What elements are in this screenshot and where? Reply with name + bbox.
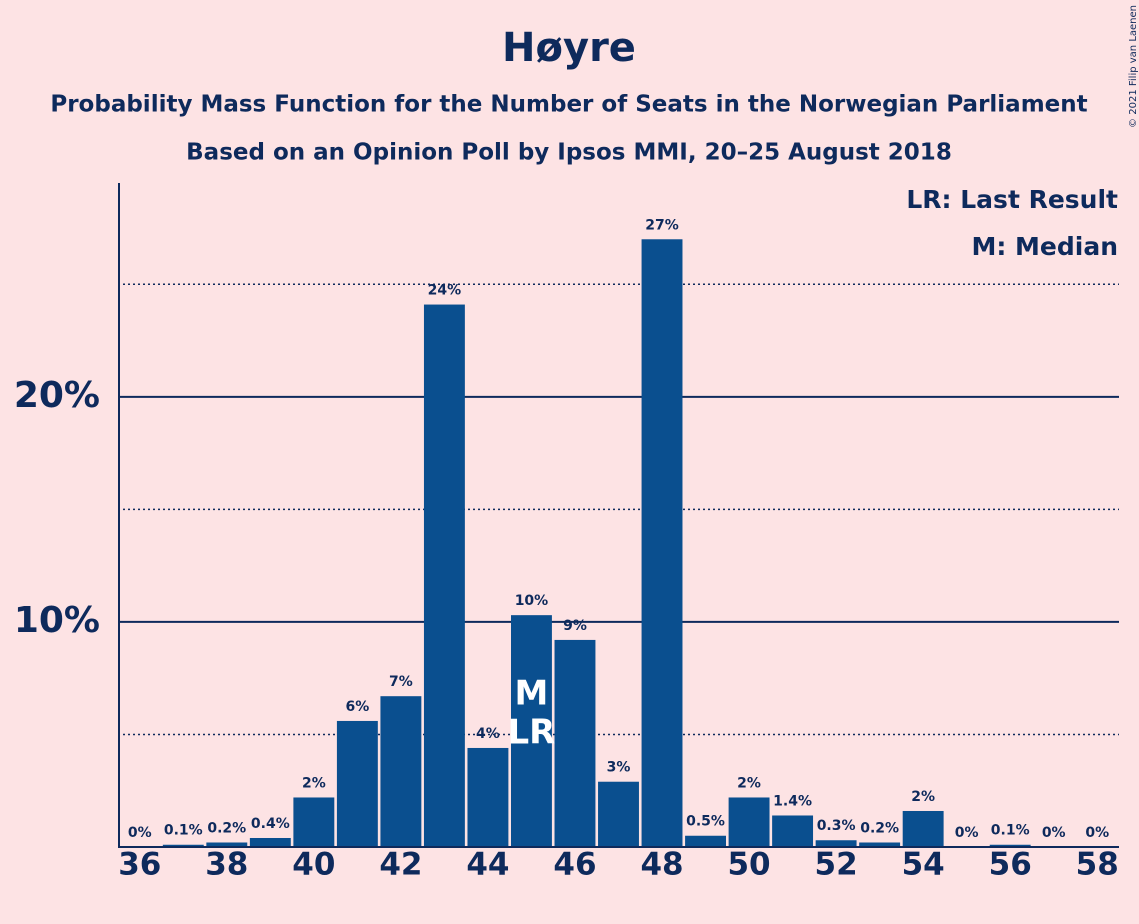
value-label: 0.2%	[860, 820, 899, 836]
bar	[989, 844, 1031, 847]
x-tick-label: 58	[1076, 847, 1119, 883]
value-label: 10%	[515, 593, 549, 609]
x-tick-label: 36	[118, 847, 161, 883]
value-label: 0.5%	[686, 814, 725, 830]
bar	[641, 239, 683, 847]
value-label: 0%	[955, 825, 979, 841]
x-tick-label: 54	[902, 847, 945, 883]
bar	[815, 840, 857, 847]
bar	[902, 810, 944, 847]
value-label: 0.1%	[164, 823, 203, 839]
y-tick-label: 10%	[14, 600, 100, 641]
value-label: 1.4%	[773, 793, 812, 809]
value-label: 2%	[911, 789, 935, 805]
bar	[728, 797, 770, 847]
value-label: 0%	[128, 825, 152, 841]
x-tick-label: 46	[553, 847, 596, 883]
x-tick-label: 52	[815, 847, 858, 883]
value-label: 24%	[428, 283, 462, 299]
y-tick-label: 20%	[14, 375, 100, 416]
bar	[598, 781, 639, 847]
x-tick-label: 42	[379, 847, 422, 883]
value-label: 0.4%	[251, 816, 290, 832]
legend-entry: M: Median	[971, 232, 1118, 261]
copyright: © 2021 Filip van Laenen	[1128, 5, 1139, 128]
bar	[772, 815, 814, 847]
value-label: 0.2%	[207, 820, 246, 836]
bar	[293, 797, 335, 847]
chart-subtitle: Probability Mass Function for the Number…	[50, 92, 1087, 118]
bar	[336, 720, 378, 847]
value-label: 2%	[302, 775, 326, 791]
bar	[467, 747, 509, 847]
bar	[554, 639, 596, 847]
x-tick-label: 44	[466, 847, 509, 883]
chart-title: Høyre	[502, 25, 636, 71]
value-label: 0.3%	[817, 818, 856, 834]
bar	[206, 842, 248, 847]
bar	[423, 304, 465, 847]
value-label: 7%	[389, 674, 413, 690]
value-label: 0%	[1042, 825, 1066, 841]
chart-subtitle: Based on an Opinion Poll by Ipsos MMI, 2…	[186, 140, 952, 166]
annotation: LR	[508, 713, 556, 753]
x-tick-label: 56	[989, 847, 1032, 883]
value-label: 6%	[345, 699, 369, 715]
value-label: 0.1%	[991, 823, 1030, 839]
bar	[162, 844, 204, 847]
x-tick-label: 38	[205, 847, 248, 883]
x-tick-label: 48	[640, 847, 683, 883]
bar	[685, 835, 726, 847]
annotation: M	[515, 674, 549, 714]
bar	[249, 837, 291, 847]
value-label: 0%	[1085, 825, 1109, 841]
bar	[859, 842, 901, 847]
bar	[380, 696, 422, 847]
value-label: 9%	[563, 618, 587, 634]
x-tick-label: 40	[292, 847, 335, 883]
legend-entry: LR: Last Result	[906, 185, 1118, 214]
value-label: 4%	[476, 726, 500, 742]
bar	[511, 615, 552, 847]
value-label: 27%	[645, 217, 679, 233]
value-label: 2%	[737, 775, 761, 791]
value-label: 3%	[607, 760, 631, 776]
x-tick-label: 50	[727, 847, 770, 883]
